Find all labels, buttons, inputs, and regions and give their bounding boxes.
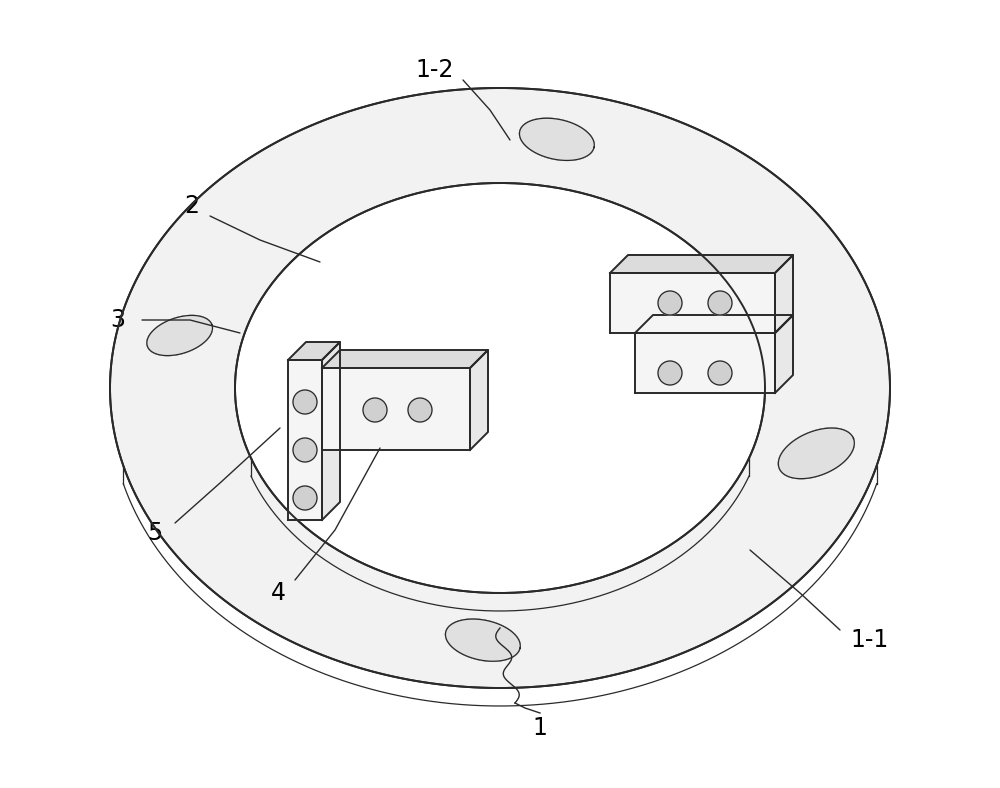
Polygon shape [147, 315, 212, 355]
Text: 2: 2 [184, 194, 200, 218]
Circle shape [293, 390, 317, 414]
Polygon shape [519, 118, 594, 161]
Polygon shape [322, 350, 488, 368]
Polygon shape [288, 360, 322, 520]
Polygon shape [470, 350, 488, 450]
Text: 5: 5 [147, 521, 163, 545]
Polygon shape [445, 619, 520, 661]
Text: 3: 3 [110, 308, 126, 332]
Polygon shape [635, 315, 793, 333]
Circle shape [658, 361, 682, 385]
Polygon shape [778, 428, 854, 478]
Polygon shape [322, 342, 340, 520]
Polygon shape [110, 88, 890, 688]
Polygon shape [235, 183, 765, 593]
Polygon shape [610, 255, 793, 273]
Text: 1-1: 1-1 [851, 628, 889, 652]
Text: 1: 1 [533, 716, 547, 740]
Text: 4: 4 [270, 581, 286, 605]
Polygon shape [288, 342, 340, 360]
Polygon shape [775, 255, 793, 333]
Polygon shape [778, 428, 854, 478]
Polygon shape [635, 333, 775, 393]
Circle shape [363, 398, 387, 422]
Circle shape [708, 291, 732, 315]
Polygon shape [147, 315, 212, 355]
Circle shape [293, 486, 317, 510]
Circle shape [293, 438, 317, 462]
Polygon shape [610, 273, 775, 333]
Polygon shape [519, 118, 594, 161]
Circle shape [658, 291, 682, 315]
Circle shape [708, 361, 732, 385]
Circle shape [408, 398, 432, 422]
Polygon shape [445, 619, 520, 661]
Polygon shape [322, 368, 470, 450]
Polygon shape [775, 315, 793, 393]
Text: 1-2: 1-2 [416, 58, 454, 82]
